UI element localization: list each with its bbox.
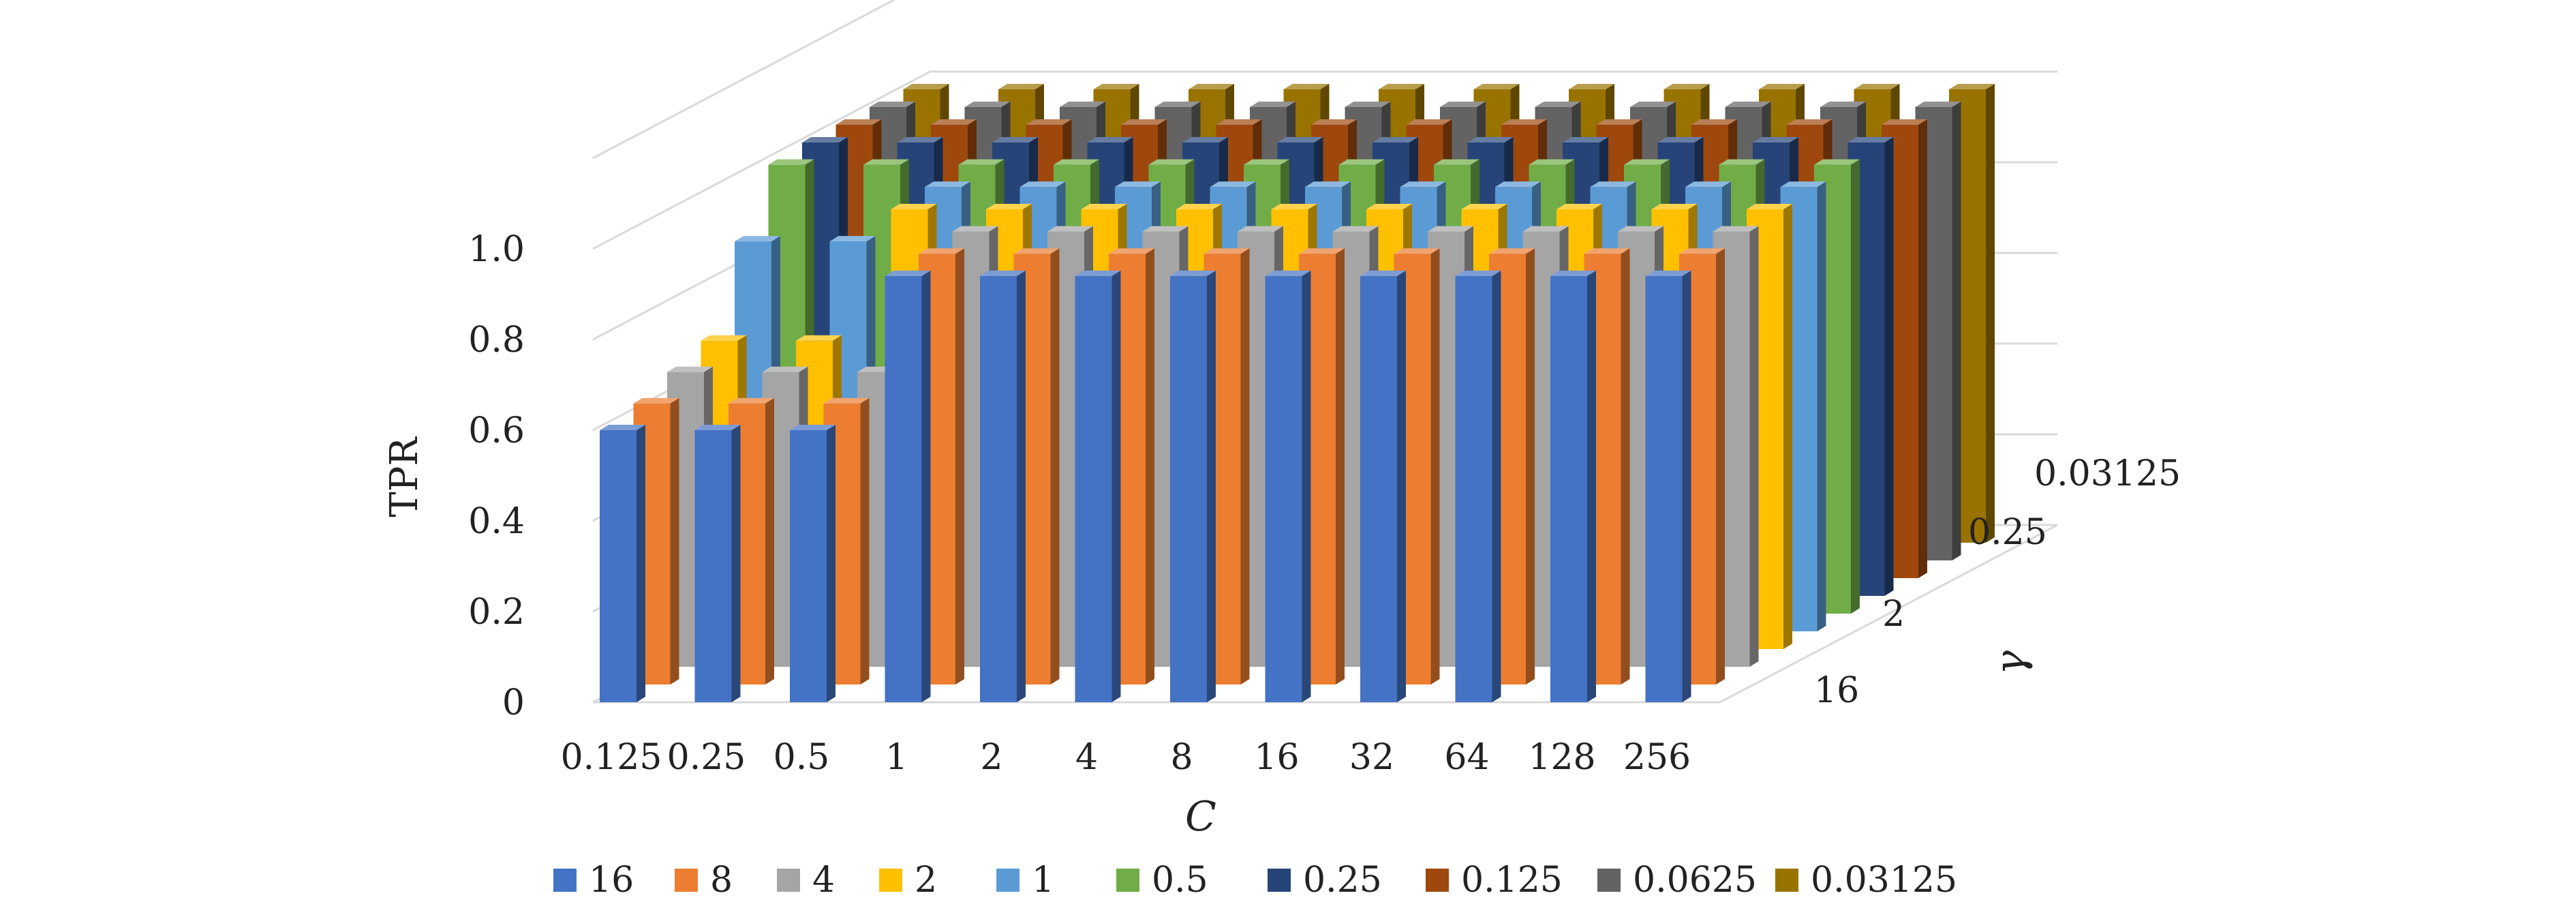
legend-label: 0.25	[1303, 860, 1382, 901]
legend-swatch	[1597, 869, 1621, 892]
legend-label: 16	[589, 860, 634, 901]
depth-axis-title: γ	[1987, 650, 2034, 675]
legend-label: 2	[915, 860, 937, 901]
depth-tick-label: 16	[1814, 670, 1859, 711]
x-tick-label: 8	[1170, 737, 1193, 778]
legend-label: 1	[1032, 860, 1054, 901]
legend-label: 0.0625	[1633, 860, 1757, 901]
bar-16-0-25	[694, 425, 741, 702]
legend-swatch	[1116, 869, 1139, 892]
legend-item-0-5: 0.5	[1116, 860, 1208, 901]
y-axis-title: TPR	[382, 436, 427, 517]
depth-tick-label: 0.25	[1968, 512, 2047, 553]
legend-item-16: 16	[553, 860, 634, 901]
y-tick-label: 1.0	[468, 229, 525, 270]
legend-item-0-25: 0.25	[1268, 860, 1382, 901]
legend-swatch	[1426, 869, 1449, 892]
bar-16-2	[980, 270, 1026, 702]
legend-swatch	[777, 869, 800, 892]
bar-16-8	[1170, 270, 1216, 702]
gridline	[592, 70, 2057, 250]
bar-16-0-125	[600, 425, 645, 702]
x-tick-label: 0.5	[773, 737, 830, 778]
legend-item-0-03125: 0.03125	[1775, 860, 1957, 901]
legend-item-1: 1	[996, 860, 1054, 901]
legend-label: 8	[710, 860, 733, 901]
x-tick-label: 64	[1444, 737, 1489, 778]
labels-layer: 00.20.40.60.81.00.125 0.25 0.5 1 2 4 8 16 32 64 12…	[468, 229, 2181, 778]
legend-swatch	[996, 869, 1019, 892]
legend-swatch	[675, 869, 698, 892]
y-tick-label: 0.8	[468, 320, 525, 361]
x-tick-label: 2	[980, 737, 1002, 778]
depth-tick-label: 0.03125	[2034, 453, 2181, 494]
legend-item-8: 8	[675, 860, 733, 901]
legend-item-0-125: 0.125	[1426, 860, 1563, 901]
legend-label: 0.03125	[1811, 860, 1957, 901]
legend-swatch	[879, 869, 902, 892]
bar-16-64	[1455, 270, 1501, 702]
x-tick-label: 0.25	[667, 737, 746, 778]
bar-16-32	[1360, 270, 1406, 702]
y-tick-label: 0	[502, 682, 525, 723]
y-tick-label: 0.2	[468, 592, 525, 633]
x-tick-label: 32	[1349, 737, 1394, 778]
bar-16-1	[885, 270, 931, 702]
x-axis-title: C	[1185, 793, 1216, 841]
bar-0-0625-256	[1915, 102, 1961, 560]
bar-16-0-5	[790, 425, 835, 702]
legend-label: 4	[812, 860, 835, 901]
legend-swatch	[1775, 869, 1798, 892]
x-tick-label: 128	[1528, 737, 1595, 778]
bar-16-4	[1075, 270, 1121, 702]
legend: 16 8 4 2 1 0.5 0.25 0.125 0.0625 0.03125	[553, 860, 1957, 901]
gridline	[592, 0, 896, 160]
y-tick-label: 0.6	[468, 410, 525, 451]
bar-16-128	[1550, 270, 1596, 702]
legend-label: 0.5	[1152, 860, 1208, 901]
legend-item-2: 2	[879, 860, 937, 901]
legend-item-4: 4	[777, 860, 835, 901]
legend-swatch	[1268, 869, 1291, 892]
x-tick-label: 4	[1075, 737, 1098, 778]
bar-16-16	[1265, 270, 1311, 702]
depth-tick-label: 2	[1882, 594, 1905, 635]
legend-swatch	[553, 869, 577, 892]
x-tick-label: 256	[1623, 737, 1691, 778]
x-tick-label: 0.125	[561, 737, 662, 778]
y-tick-label: 0.4	[468, 501, 525, 542]
x-tick-label: 16	[1254, 737, 1299, 778]
bar-16-256	[1645, 270, 1691, 702]
bar-8-128	[1584, 248, 1630, 685]
x-tick-label: 1	[885, 737, 908, 778]
legend-item-0-0625: 0.0625	[1597, 860, 1757, 901]
legend-label: 0.125	[1461, 860, 1563, 901]
bars-layer	[600, 84, 1995, 702]
